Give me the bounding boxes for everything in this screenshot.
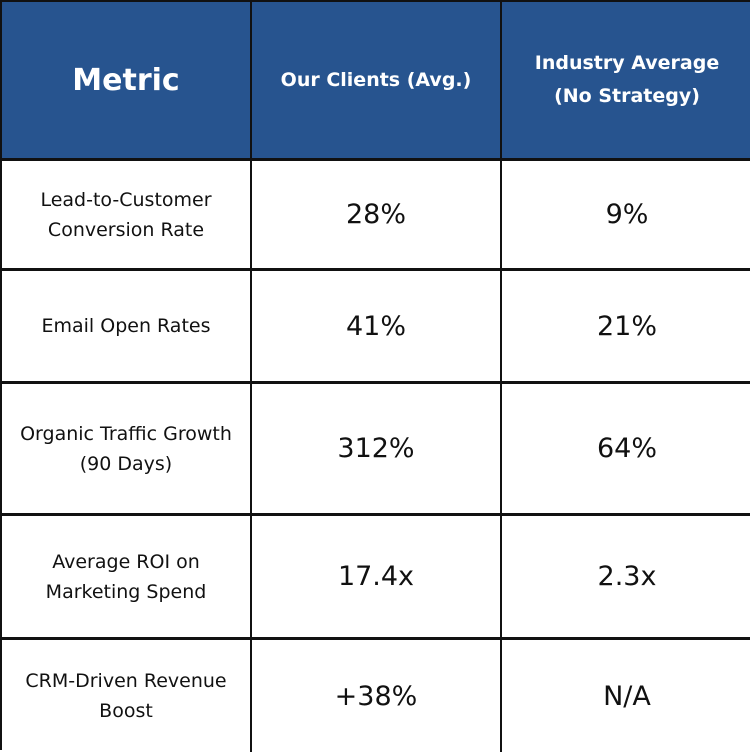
industry-average-cell: 9% [502, 161, 750, 271]
metric-cell: Email Open Rates [2, 271, 252, 384]
header-metric: Metric [2, 2, 252, 161]
our-clients-cell: +38% [252, 640, 502, 752]
header-industry-average: Industry Average (No Strategy) [502, 2, 750, 161]
industry-average-cell: 2.3x [502, 516, 750, 640]
industry-average-cell: 21% [502, 271, 750, 384]
our-clients-cell: 312% [252, 384, 502, 516]
our-clients-cell: 17.4x [252, 516, 502, 640]
industry-average-cell: 64% [502, 384, 750, 516]
our-clients-cell: 28% [252, 161, 502, 271]
header-our-clients: Our Clients (Avg.) [252, 2, 502, 161]
metric-cell: Organic Traffic Growth (90 Days) [2, 384, 252, 516]
industry-average-cell: N/A [502, 640, 750, 752]
metric-cell: Average ROI on Marketing Spend [2, 516, 252, 640]
metric-cell: CRM-Driven Revenue Boost [2, 640, 252, 752]
metric-cell: Lead-to-Customer Conversion Rate [2, 161, 252, 271]
our-clients-cell: 41% [252, 271, 502, 384]
